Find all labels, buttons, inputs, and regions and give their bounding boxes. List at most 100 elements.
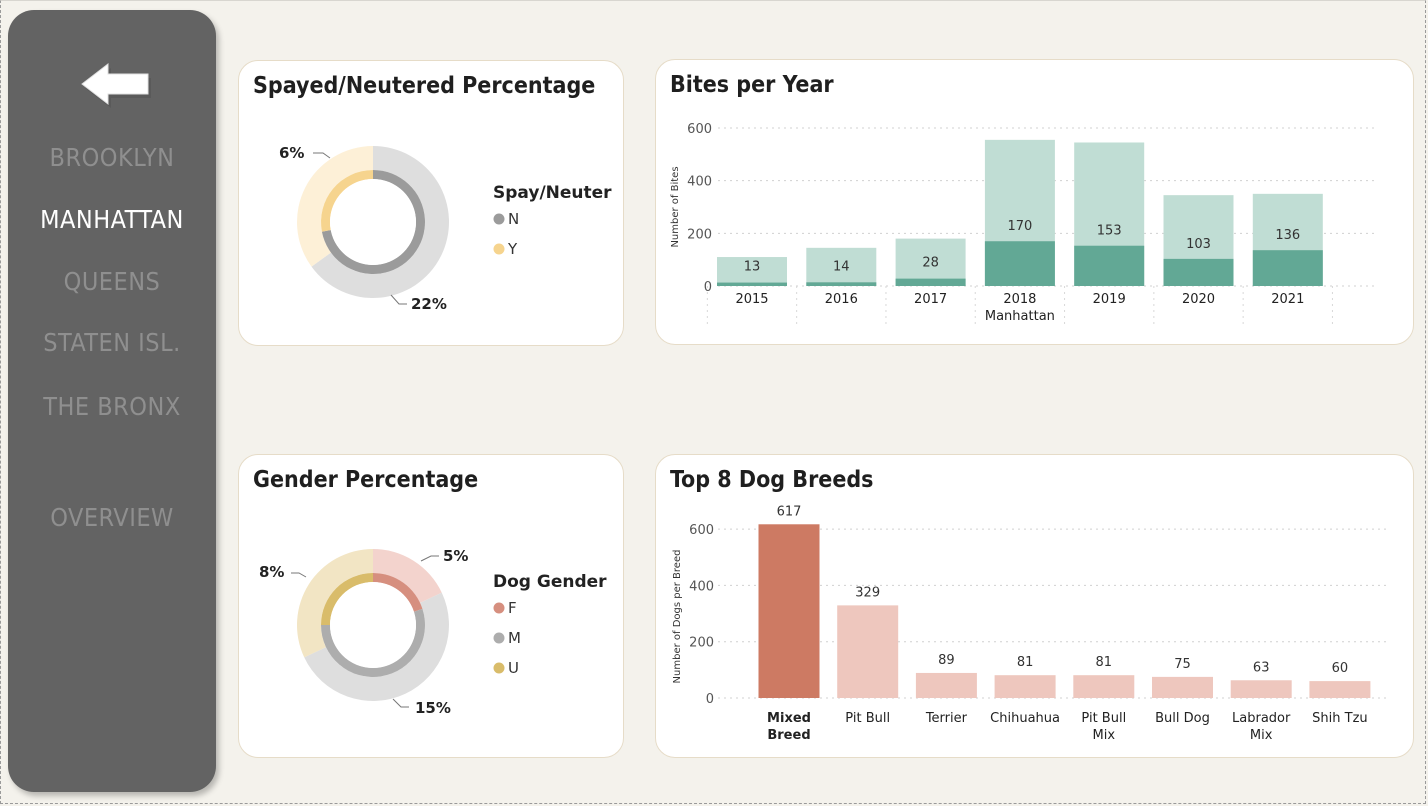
bites-bar (1163, 258, 1234, 286)
outer-ring-slice-m (304, 592, 449, 701)
x-tick-label: 2016 (825, 292, 858, 307)
legend-title: Dog Gender (493, 572, 607, 592)
percentage-label: 8% (259, 563, 284, 581)
breed-bar (915, 672, 977, 698)
x-tick-label: Chihuahua (990, 711, 1060, 726)
data-label: 13 (744, 260, 761, 275)
y-tick-label: 0 (704, 280, 712, 295)
nav-item-overview[interactable]: OVERVIEW (50, 503, 174, 532)
bites-bar (1252, 250, 1323, 286)
y-tick-label: 600 (687, 122, 712, 137)
x-tick-label: 2019 (1093, 292, 1126, 307)
x-tick-label: Mixed (767, 711, 811, 726)
x-tick-label: Pit Bull (1081, 711, 1126, 726)
x-tick-label: 2015 (735, 292, 768, 307)
breed-bar (1073, 675, 1135, 698)
y-tick-label: 600 (689, 523, 714, 538)
sidebar: BROOKLYN MANHATTAN QUEENS STATEN ISL. TH… (8, 10, 216, 792)
bites-per-year-chart: 0 200 400 600 Number of Bites 13 2015 14 2016 28 2… (670, 122, 1376, 328)
bites-bar (984, 241, 1055, 286)
gender-donut-chart: 5% 15% 8% Dog Gender FMU (259, 547, 607, 717)
inner-ring-slice-m (321, 608, 425, 677)
y-tick-label: 200 (687, 227, 712, 242)
x-tick-label: Pit Bull (845, 711, 890, 726)
total-bar (806, 247, 877, 286)
nav-item-manhattan[interactable]: MANHATTAN (40, 205, 184, 234)
leader-line (291, 572, 307, 578)
percentage-label: 22% (411, 295, 447, 313)
inner-ring-slice-f (373, 573, 423, 612)
percentage-label: 5% (443, 547, 468, 565)
legend-marker-f (493, 602, 505, 614)
bites-bar (895, 278, 966, 286)
x-tick-label: 2017 (914, 292, 947, 307)
legend-label-f: F (508, 599, 517, 617)
legend-marker-u (493, 662, 505, 674)
legend-title: Spay/Neuter (493, 183, 612, 203)
data-label: 329 (855, 585, 880, 600)
data-label: 60 (1332, 661, 1349, 676)
breed-bar (1309, 681, 1371, 698)
legend-label-y: Y (507, 240, 518, 258)
leader-line (313, 152, 331, 159)
percentage-label: 6% (279, 144, 304, 162)
y-axis-title: Number of Bites (670, 166, 681, 247)
spay-neuter-card: Spayed/Neutered Percentage 6% 22% Spay/Neu… (238, 60, 624, 346)
data-label: 81 (1096, 655, 1113, 670)
percentage-label: 15% (415, 699, 451, 717)
y-tick-label: 400 (687, 175, 712, 190)
bites-per-year-title: Bites per Year (670, 72, 834, 98)
bites-bar (717, 282, 787, 286)
inner-ring-slice-y (321, 170, 373, 232)
legend-label-m: M (508, 629, 521, 647)
data-label: 153 (1097, 224, 1122, 239)
inner-ring-slice-u (321, 573, 373, 625)
legend-label-u: U (508, 659, 519, 677)
x-tick-label: 2021 (1271, 292, 1304, 307)
y-axis-title: Number of Dogs per Breed (672, 550, 683, 684)
bites-bar (1074, 245, 1145, 286)
x-tick-label: Bull Dog (1155, 711, 1210, 726)
outer-ring-slice-n (311, 146, 449, 298)
y-tick-label: 400 (689, 579, 714, 594)
breed-bar (1152, 676, 1213, 698)
back-button[interactable] (78, 60, 158, 112)
x-tick-label: Shih Tzu (1312, 711, 1367, 726)
breed-bar (837, 605, 899, 698)
total-bar (717, 257, 787, 286)
nav-item-queens[interactable]: QUEENS (63, 267, 161, 296)
data-label: 75 (1174, 657, 1191, 672)
bites-bar (806, 282, 877, 286)
data-label: 617 (777, 504, 802, 519)
leader-line (390, 294, 407, 305)
outer-ring-slice-u (297, 549, 373, 658)
data-label: 14 (833, 259, 850, 274)
breed-bar (758, 524, 820, 698)
nav-item-the-bronx[interactable]: THE BRONX (43, 392, 181, 421)
leader-line (392, 698, 409, 708)
donut-hole (330, 179, 416, 265)
leader-line (420, 555, 439, 562)
spay-neuter-title: Spayed/Neutered Percentage (253, 73, 596, 99)
x-tick-label: Mix (1093, 728, 1116, 743)
legend-marker-m (493, 632, 505, 644)
data-label: 81 (1017, 655, 1034, 670)
nav-item-brooklyn[interactable]: BROOKLYN (49, 143, 175, 172)
spay-neuter-donut-chart: 6% 22% Spay/Neuter NY (279, 144, 612, 313)
nav-item-staten-island[interactable]: STATEN ISL. (43, 328, 181, 357)
breed-bar (1230, 680, 1292, 698)
data-label: 63 (1253, 660, 1270, 675)
data-label: 89 (938, 653, 955, 668)
top-breeds-card: Top 8 Dog Breeds 0 200 400 600 Number of Dog… (655, 454, 1414, 758)
data-label: 103 (1186, 237, 1211, 252)
gender-title: Gender Percentage (253, 467, 479, 493)
gender-card: Gender Percentage 5% 15% 8% Dog Gender F M U (238, 454, 624, 758)
legend-marker-y (493, 243, 505, 255)
data-label: 170 (1007, 219, 1032, 234)
y-tick-label: 200 (689, 636, 714, 651)
x-tick-label: 2020 (1182, 292, 1215, 307)
left-arrow-icon (81, 62, 151, 108)
total-bar (895, 238, 966, 286)
x-tick-label: Labrador (1232, 711, 1291, 726)
